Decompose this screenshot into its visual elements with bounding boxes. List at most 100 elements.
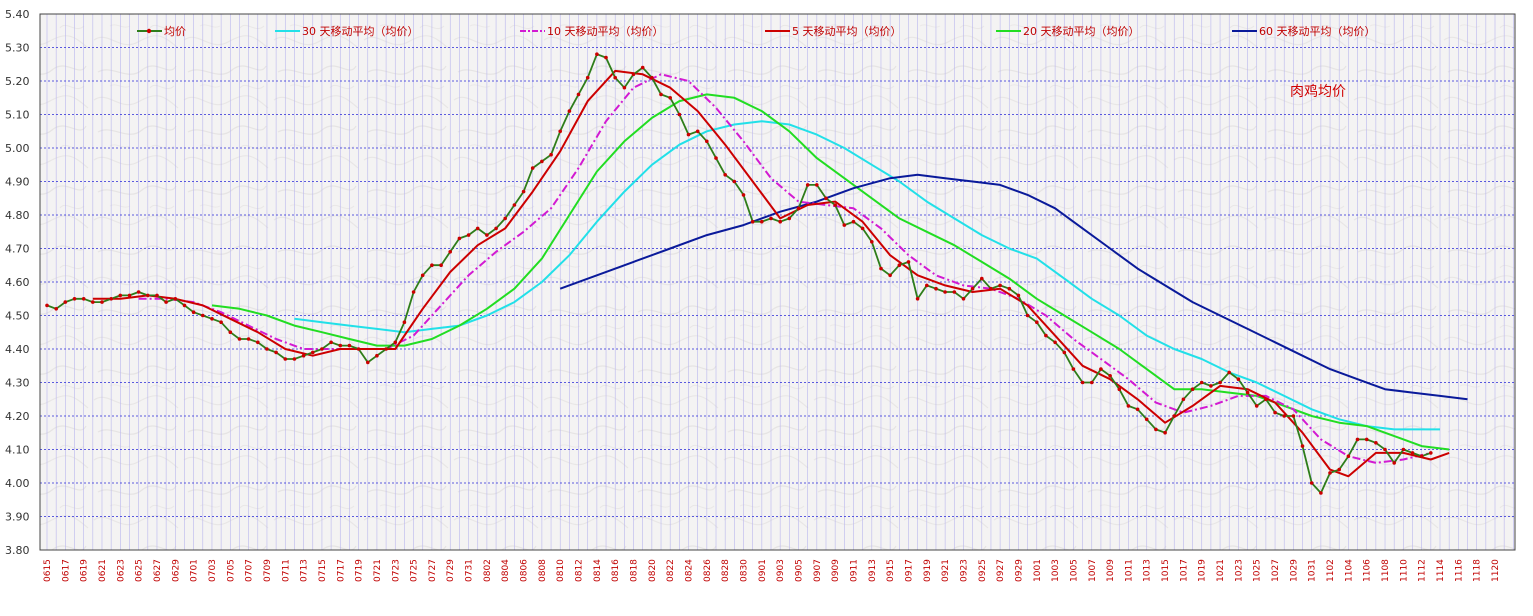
data-point [952, 290, 957, 294]
data-point [255, 340, 260, 345]
x-tick-label: 0824 [685, 559, 695, 582]
data-point [1144, 417, 1149, 422]
data-point [1025, 313, 1030, 318]
y-tick-label: 4.20 [5, 410, 30, 423]
data-point [1199, 380, 1204, 385]
y-tick-label: 5.30 [5, 42, 30, 55]
x-tick-label: 0717 [336, 559, 346, 582]
data-point [448, 250, 453, 254]
x-tick-label: 1007 [1088, 559, 1098, 582]
legend-label: 60 天移动平均（均价） [1259, 25, 1376, 38]
data-point [714, 156, 718, 160]
x-tick-label: 0729 [446, 559, 456, 582]
x-tick-label: 0723 [391, 559, 401, 582]
data-point [219, 320, 223, 325]
legend-label: 30 天移动平均（均价） [302, 25, 419, 38]
data-point [411, 290, 416, 294]
x-tick-label: 1009 [1106, 559, 1116, 582]
x-tick-label: 0623 [116, 559, 126, 582]
series-line [92, 69, 1450, 478]
data-point [420, 273, 425, 278]
data-point [961, 297, 966, 301]
x-tick-label: 1017 [1179, 559, 1189, 582]
data-point [375, 353, 379, 358]
x-tick-label: 0901 [758, 559, 768, 582]
x-tick-label: 1027 [1271, 559, 1281, 582]
data-point [1190, 387, 1195, 392]
x-tick-label: 1031 [1308, 559, 1318, 582]
y-tick-label: 4.00 [5, 477, 30, 490]
data-point [1282, 414, 1286, 418]
data-point [439, 263, 443, 268]
data-point [301, 353, 306, 358]
data-point [356, 347, 361, 351]
data-point [1080, 380, 1085, 385]
data-point [530, 166, 535, 170]
x-tick-label: 0627 [153, 559, 163, 582]
x-tick-label: 0625 [135, 559, 145, 582]
x-tick-label: 0907 [813, 559, 823, 582]
data-point [677, 112, 682, 117]
data-point [815, 183, 819, 187]
data-point [705, 139, 709, 144]
data-point [686, 132, 691, 137]
x-tick-label: 1104 [1344, 559, 1354, 582]
plot-frame [39, 13, 1516, 551]
data-point [210, 317, 214, 321]
legend-label: 10 天移动平均（均价） [547, 25, 664, 38]
x-tick-label: 0925 [978, 559, 988, 582]
x-tick-label: 0923 [959, 559, 969, 582]
data-point [576, 92, 581, 97]
data-point [796, 206, 801, 211]
x-tick-label: 1120 [1491, 559, 1501, 582]
x-tick-label: 0615 [43, 559, 53, 582]
data-point [970, 286, 975, 291]
data-point [934, 286, 938, 291]
data-point [906, 260, 911, 264]
data-point [769, 216, 773, 221]
data-point [127, 293, 132, 298]
data-point [1090, 380, 1094, 385]
data-point [521, 189, 526, 194]
data-point [1429, 451, 1433, 455]
data-point [879, 266, 883, 271]
data-point [915, 297, 920, 301]
data-point [1383, 447, 1387, 452]
x-tick-label: 0619 [80, 559, 90, 582]
data-point [760, 219, 764, 224]
x-tick-label: 0816 [611, 559, 621, 582]
data-point [888, 273, 892, 278]
x-tick-label: 0830 [740, 559, 750, 582]
data-point [485, 233, 489, 237]
data-point [1163, 430, 1167, 435]
data-point [1108, 374, 1112, 378]
data-point [1419, 454, 1424, 459]
data-point [1227, 370, 1231, 375]
data-point [118, 293, 123, 298]
data-point [155, 293, 159, 298]
x-tick-label: 1011 [1124, 559, 1134, 582]
data-point [1126, 404, 1131, 408]
x-tick-label: 1019 [1198, 559, 1208, 582]
data-point [631, 72, 636, 77]
data-point [1053, 340, 1057, 345]
x-tick-label: 0828 [721, 559, 731, 582]
x-tick-label: 1003 [1051, 559, 1061, 582]
data-point [1337, 467, 1341, 472]
data-point [265, 347, 269, 351]
data-point [741, 193, 746, 197]
data-point [100, 300, 104, 304]
x-tick-label: 0629 [171, 559, 181, 582]
x-tick-label: 0727 [428, 559, 438, 582]
x-tick-label: 0927 [996, 559, 1006, 582]
data-point [1007, 286, 1012, 291]
data-point [778, 219, 782, 224]
x-tick-label: 0705 [226, 559, 236, 582]
x-tick-label: 0715 [318, 559, 328, 582]
data-point [1328, 471, 1332, 475]
data-point [1392, 461, 1396, 465]
data-point [274, 350, 278, 355]
data-point [1117, 387, 1122, 392]
data-point [457, 236, 462, 241]
